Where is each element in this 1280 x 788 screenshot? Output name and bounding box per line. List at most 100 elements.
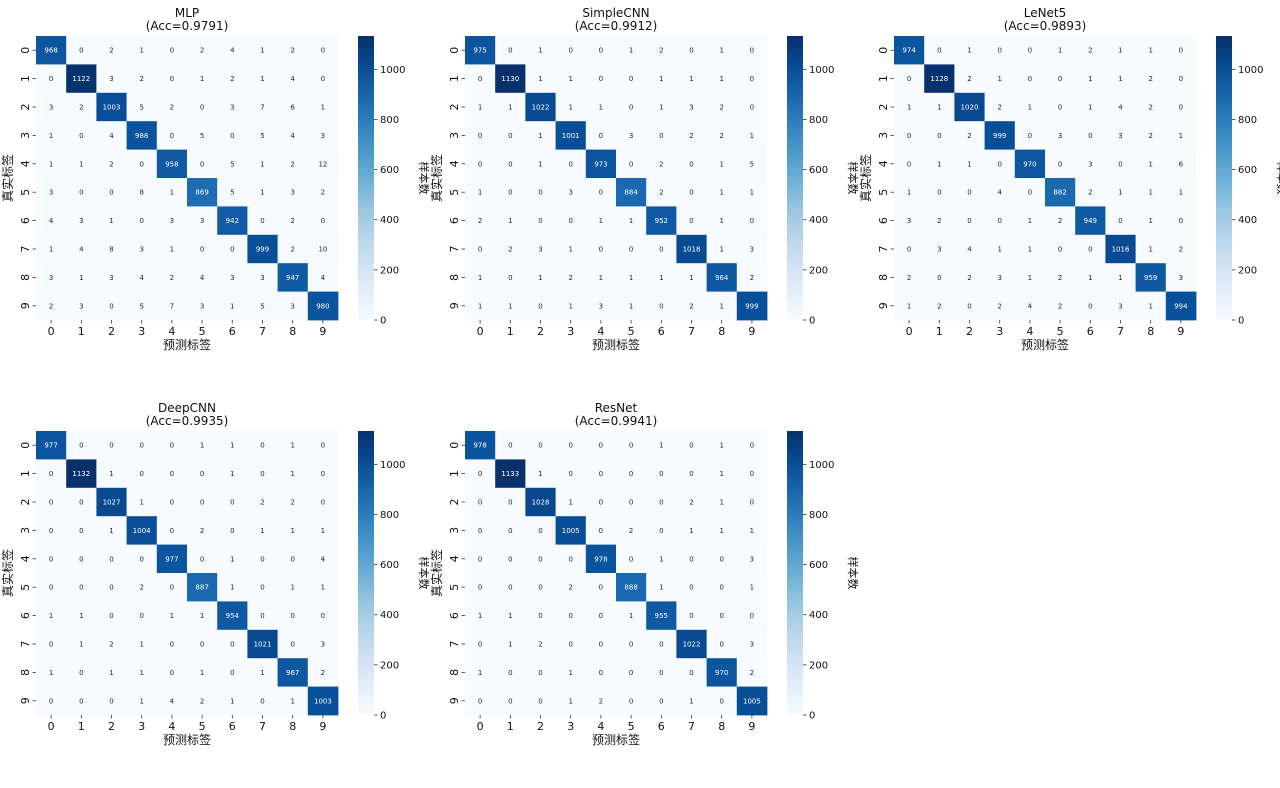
heatmap-cell <box>706 573 738 602</box>
heatmap-cell <box>1105 149 1136 179</box>
cell-value-label: 0 <box>79 499 83 507</box>
cell-value-label: 0 <box>260 442 264 450</box>
heatmap-cell <box>36 601 67 631</box>
x-tick-label: 7 <box>259 720 266 733</box>
heatmap-cell <box>36 36 67 65</box>
heatmap-cell <box>894 92 925 122</box>
cell-value-label: 0 <box>508 47 512 55</box>
heatmap-cell <box>646 206 677 236</box>
cell-value-label: 0 <box>478 75 482 83</box>
cell-value-label: 0 <box>508 584 512 592</box>
cell-value-label: 3 <box>321 641 325 649</box>
y-tick-label: 8 <box>19 669 32 676</box>
cell-value-label: 3 <box>200 302 204 310</box>
heatmap-cell <box>36 291 67 321</box>
heatmap-cell <box>307 291 339 321</box>
cell-value-label: 0 <box>508 189 512 197</box>
heatmap-cell <box>307 36 339 65</box>
cell-value-label: 1 <box>1028 104 1032 112</box>
cell-value-label: 0 <box>689 160 693 168</box>
heatmap-cell <box>646 573 677 602</box>
colorbar-tick-label: 600 <box>1238 165 1257 176</box>
y-tick-label: 3 <box>448 132 461 139</box>
heatmap-cell <box>676 459 707 489</box>
heatmap-cell <box>495 178 526 207</box>
heatmap-cell <box>217 263 248 292</box>
colorbar-tick-label: 0 <box>1238 316 1244 327</box>
cell-value-label: 3 <box>1179 274 1183 282</box>
cell-value-label: 1 <box>719 527 723 535</box>
heatmap-cell <box>307 206 339 236</box>
heatmap-cell <box>307 516 339 545</box>
cell-value-label: 0 <box>200 104 204 112</box>
cell-value-label: 1 <box>139 47 143 55</box>
heatmap-cell <box>277 149 309 179</box>
cell-value-label: 0 <box>599 527 603 535</box>
y-tick-label: 7 <box>19 246 32 253</box>
heatmap-cell <box>307 601 339 631</box>
cell-value-label: 0 <box>750 47 754 55</box>
y-axis-label: 真实标签 <box>429 549 444 597</box>
confusion-matrix-deepcnn: DeepCNN(Acc=0.9935)977 0 0 0 0 1 1 0 1 00 1132 1 0 0 0… <box>0 401 431 747</box>
chart-subtitle: (Acc=0.9893) <box>1004 19 1087 33</box>
heatmap-cell <box>555 601 587 631</box>
heatmap-cell <box>66 658 97 687</box>
heatmap-cell <box>187 92 218 122</box>
cell-value-label: 4 <box>1028 302 1033 310</box>
cell-value-label: 7 <box>170 302 174 310</box>
cell-value-label: 0 <box>170 641 174 649</box>
heatmap-cell <box>555 291 587 321</box>
cell-value-label: 3 <box>750 555 754 563</box>
heatmap-cell <box>187 149 218 179</box>
heatmap-cell <box>646 544 677 574</box>
heatmap-cell <box>1014 234 1046 264</box>
heatmap-cell <box>1045 234 1076 264</box>
chart-subtitle: (Acc=0.9791) <box>146 19 229 33</box>
cell-value-label: 1 <box>1058 47 1062 55</box>
heatmap-cell <box>247 291 278 321</box>
heatmap-cell <box>646 121 677 150</box>
heatmap-cell <box>676 178 707 207</box>
cell-value-label: 0 <box>937 274 941 282</box>
cell-value-label: 2 <box>321 669 325 677</box>
heatmap-cell <box>525 178 556 207</box>
y-tick-label: 0 <box>448 442 461 449</box>
cell-value-label: 0 <box>538 555 542 563</box>
y-tick-label: 9 <box>448 302 461 309</box>
x-tick-label: 9 <box>1177 325 1184 338</box>
cell-value-label: 1 <box>719 189 723 197</box>
heatmap-cell <box>277 629 309 659</box>
heatmap-cell <box>585 573 617 602</box>
cell-value-label: 964 <box>715 274 729 282</box>
x-tick-label: 3 <box>138 720 145 733</box>
cell-value-label: 1 <box>1148 302 1152 310</box>
heatmap-cell <box>156 459 188 489</box>
heatmap-cell <box>217 658 248 687</box>
cell-value-label: 999 <box>993 132 1006 140</box>
heatmap-cell <box>126 658 158 687</box>
heatmap-cell <box>247 516 278 545</box>
cell-value-label: 0 <box>629 669 633 677</box>
heatmap-cell <box>307 431 339 460</box>
x-tick-label: 6 <box>229 720 236 733</box>
heatmap-cell <box>187 206 218 236</box>
cell-value-label: 0 <box>260 612 264 620</box>
heatmap-cell <box>156 516 188 545</box>
cell-value-label: 0 <box>1028 47 1032 55</box>
x-tick-label: 2 <box>537 720 544 733</box>
heatmap-cell <box>706 516 738 545</box>
x-tick-label: 4 <box>1026 325 1033 338</box>
heatmap-cell <box>736 658 768 687</box>
heatmap-cell <box>217 431 248 460</box>
cell-value-label: 974 <box>902 47 916 55</box>
cell-value-label: 0 <box>599 669 603 677</box>
cell-value-label: 0 <box>659 499 663 507</box>
heatmap-cell <box>96 36 127 65</box>
heatmap-cell <box>525 629 556 659</box>
heatmap-cell <box>676 658 707 687</box>
cell-value-label: 0 <box>478 697 482 705</box>
cell-value-label: 0 <box>508 697 512 705</box>
cell-value-label: 1 <box>290 697 294 705</box>
cell-value-label: 1 <box>629 47 633 55</box>
heatmap-cell <box>984 92 1016 122</box>
